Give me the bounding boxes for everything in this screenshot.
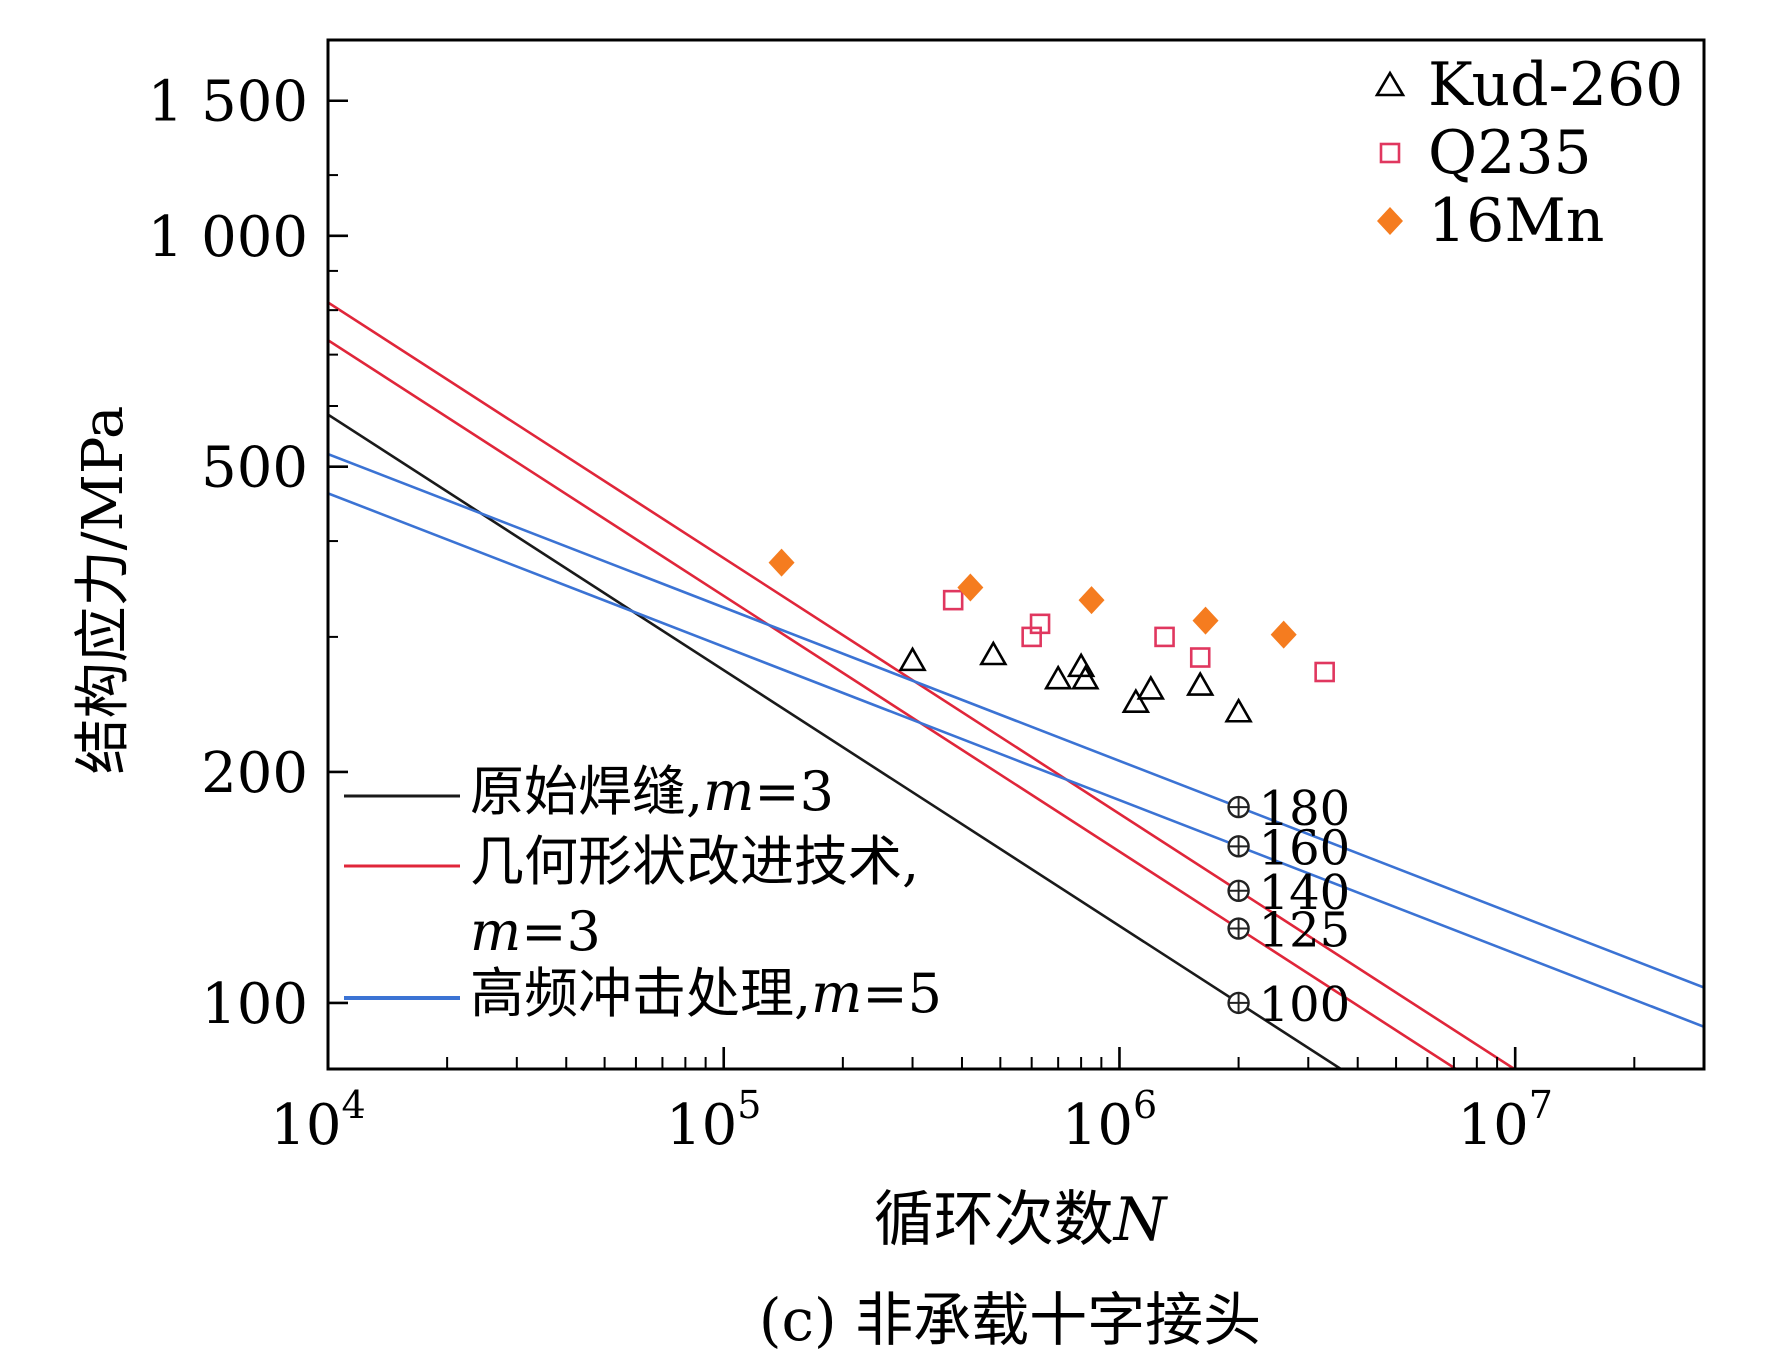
- design-line-fat-140: [328, 301, 1517, 1069]
- data-point-kud-260: [898, 646, 927, 672]
- data-point-16mn: [1078, 586, 1105, 615]
- x-axis-label-text: 循环次数: [874, 1185, 1114, 1255]
- legend-line-text: 原始焊缝,: [470, 760, 703, 823]
- legends: Kud-260Q23516Mn原始焊缝,m=3几何形状改进技术,m=3高频冲击处…: [344, 50, 1683, 1025]
- design-line-fat-100: [328, 413, 1344, 1069]
- test-data-points: [768, 548, 1335, 723]
- x-tick-exponent: 7: [1529, 1083, 1553, 1127]
- legend-line-suffix: =5: [862, 962, 942, 1025]
- data-point-q235: [1154, 626, 1175, 648]
- y-tick-label: 100: [201, 972, 308, 1037]
- plot-frame: [326, 38, 1706, 1071]
- x-tick-exponent: 6: [1133, 1083, 1157, 1127]
- data-point-kud-260: [979, 640, 1008, 666]
- legend-line-var: m: [470, 900, 521, 963]
- legend-marker-square: [1379, 142, 1401, 164]
- data-point-kud-260: [1043, 664, 1073, 690]
- data-point-q235: [1189, 647, 1211, 668]
- data-point-16mn: [1192, 606, 1219, 635]
- legend-marker-diamond: [1377, 207, 1403, 235]
- x-tick-base: 10: [1062, 1093, 1133, 1158]
- x-tick-label: 107: [1457, 1083, 1552, 1158]
- design-line-fat-180: [328, 452, 1704, 989]
- data-point-16mn: [957, 573, 984, 602]
- legend-line-suffix: =3: [754, 760, 834, 823]
- x-tick-base: 10: [270, 1093, 341, 1158]
- y-tick-label: 1 000: [148, 205, 308, 270]
- x-axis-label: 循环次数N: [874, 1185, 1169, 1255]
- fat-label-100: 100: [1259, 977, 1351, 1033]
- design-line-fat-160: [328, 492, 1704, 1028]
- data-point-kud-260: [1185, 670, 1215, 696]
- design-line-fat-125: [328, 339, 1459, 1069]
- x-tick-label: 104: [270, 1083, 365, 1158]
- legend-line-label: 原始焊缝,m=3: [470, 760, 834, 823]
- design-curves: [328, 301, 1704, 1069]
- data-point-kud-260: [1224, 697, 1253, 723]
- legend-line-label: 几何形状改进技术,: [470, 830, 919, 893]
- fat-label-125: 125: [1259, 903, 1351, 959]
- legend-line-text: 几何形状改进技术,: [470, 830, 919, 893]
- data-point-q235: [942, 589, 964, 611]
- y-tick-label: 500: [201, 436, 308, 501]
- y-tick-label: 200: [201, 741, 308, 806]
- legend-marker-triangle: [1374, 70, 1406, 97]
- legend-line-label: 高频冲击处理,m=5: [470, 962, 942, 1025]
- y-axis-label: 结构应力/MPa: [71, 406, 136, 775]
- legend-line-label: m=3: [470, 900, 601, 963]
- legend-series-label: Q235: [1428, 118, 1592, 188]
- fat-label-140: 140: [1259, 865, 1351, 921]
- x-tick-exponent: 5: [737, 1083, 761, 1127]
- y-tick-label: 1 500: [148, 70, 308, 135]
- data-point-q235: [1029, 613, 1051, 635]
- fat-label-180: 180: [1259, 781, 1351, 837]
- legend-line-var: m: [703, 760, 754, 823]
- legend-series-label: Kud-260: [1428, 50, 1683, 120]
- data-point-q235: [1314, 661, 1335, 683]
- legend-series-label: 16Mn: [1428, 186, 1604, 256]
- data-point-kud-260: [1136, 674, 1166, 700]
- x-tick-label: 105: [666, 1083, 761, 1158]
- fat-label-160: 160: [1259, 820, 1351, 876]
- x-tick-base: 10: [666, 1093, 737, 1158]
- x-tick-base: 10: [1457, 1093, 1528, 1158]
- x-tick-label: 106: [1062, 1083, 1157, 1158]
- data-point-kud-260: [1121, 688, 1151, 713]
- data-point-16mn: [1270, 620, 1297, 649]
- data-point-kud-260: [1071, 664, 1100, 690]
- x-axis-label-var: N: [1112, 1185, 1169, 1255]
- legend-line-text: 高频冲击处理,: [470, 962, 811, 1025]
- legend-line-suffix: =3: [521, 900, 601, 963]
- chart-title: (c) 非承载十字接头: [759, 1286, 1261, 1354]
- legend-line-var: m: [811, 962, 862, 1025]
- data-point-16mn: [768, 548, 795, 577]
- x-tick-exponent: 4: [342, 1083, 366, 1127]
